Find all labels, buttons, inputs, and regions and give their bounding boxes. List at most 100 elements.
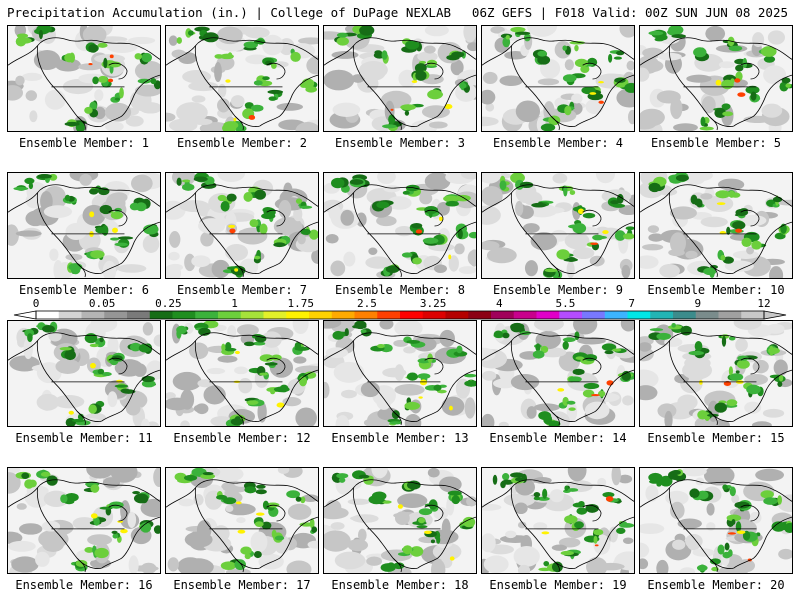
member-label: Ensemble Member: 2 [176,136,308,150]
member-label: Ensemble Member: 20 [647,578,785,592]
colorbar-swatch [422,311,446,319]
colorbar-tick-label: 12 [757,297,771,310]
member-label: Ensemble Member: 4 [492,136,624,150]
colorbar-swatch [513,311,537,319]
ensemble-map-panel [7,25,161,132]
colorbar [13,310,787,320]
colorbar-swatch [695,311,719,319]
member-label: Ensemble Member: 8 [334,283,466,297]
member-label: Ensemble Member: 9 [492,283,624,297]
member-label: Ensemble Member: 14 [489,431,627,445]
colorbar-swatch [104,311,128,319]
colorbar-swatch [604,311,628,319]
colorbar-swatch [195,311,219,319]
member-label: Ensemble Member: 7 [176,283,308,297]
ensemble-map-panel [323,25,477,132]
precip-map [640,26,792,131]
colorbar-swatch [309,311,333,319]
model-run-info: 06Z GEFS | F018 Valid: 00Z SUN JUN 08 20… [471,5,788,20]
ensemble-map-panel [639,467,793,574]
ensemble-map-panel [165,320,319,427]
colorbar-swatch [286,311,310,319]
page-title: Precipitation Accumulation (in.) | Colle… [7,5,452,20]
colorbar-swatch [331,311,355,319]
colorbar-swatch [263,311,287,319]
precip-map [8,468,160,573]
colorbar-tick-label: 7 [628,297,635,310]
precip-map [324,173,476,278]
colorbar-swatch [673,311,697,319]
member-label: Ensemble Member: 5 [650,136,782,150]
ensemble-map-panel [7,320,161,427]
ensemble-map-panel [165,25,319,132]
precip-map [324,321,476,426]
colorbar-swatch [536,311,560,319]
precip-map [8,26,160,131]
colorbar-tick-label: 2.5 [356,297,377,310]
colorbar-swatch [491,311,515,319]
colorbar-swatch [354,311,378,319]
colorbar-swatch [377,311,401,319]
ensemble-map-panel [639,320,793,427]
colorbar-swatch [559,311,583,319]
colorbar-tick-label: 1.75 [287,297,314,310]
ensemble-map-panel [7,172,161,279]
colorbar-swatch [240,311,264,319]
precip-map [482,26,634,131]
colorbar-swatch [218,311,242,319]
colorbar-swatch [582,311,606,319]
member-label: Ensemble Member: 17 [173,578,311,592]
precip-map [482,321,634,426]
member-label: Ensemble Member: 13 [331,431,469,445]
colorbar-swatch [445,311,469,319]
ensemble-map-panel [481,172,635,279]
precip-map [482,468,634,573]
colorbar-tick-label: 0 [32,297,40,310]
member-label: Ensemble Member: 19 [489,578,627,592]
member-label: Ensemble Member: 16 [15,578,153,592]
precip-map [640,468,792,573]
colorbar-right-arrow [763,310,787,320]
member-label: Ensemble Member: 18 [331,578,469,592]
colorbar-swatch [650,311,674,319]
colorbar-tick-label: 0.05 [88,297,116,310]
colorbar-tick-label: 0.25 [155,297,182,310]
colorbar-tick-label: 5.5 [555,297,576,310]
member-label: Ensemble Member: 6 [18,283,150,297]
ensemble-map-panel [323,172,477,279]
precip-map [640,321,792,426]
ensemble-map-panel [165,172,319,279]
ensemble-map-panel [481,320,635,427]
colorbar-swatch [149,311,173,319]
colorbar-swatch [627,311,651,319]
ensemble-map-panel [481,25,635,132]
member-label: Ensemble Member: 12 [173,431,311,445]
member-label: Ensemble Member: 10 [647,283,785,297]
precip-map [324,468,476,573]
precip-map [166,321,318,426]
precip-map [166,468,318,573]
precip-map [166,173,318,278]
colorbar-swatch [468,311,492,319]
ensemble-map-panel [481,467,635,574]
ensemble-map-panel [165,467,319,574]
colorbar-tick-label: 4 [495,297,503,310]
precip-map [640,173,792,278]
ensemble-map-panel [7,467,161,574]
colorbar-swatch [127,311,151,319]
member-label: Ensemble Member: 11 [15,431,153,445]
colorbar-swatch [400,311,424,319]
colorbar-tick-label: 1 [231,297,238,310]
colorbar-tick-label: 9 [694,297,702,310]
colorbar-swatch [741,311,765,319]
colorbar-swatch [718,311,742,319]
colorbar-tick-label: 3.25 [419,297,447,310]
ensemble-map-panel [323,320,477,427]
member-label: Ensemble Member: 15 [647,431,785,445]
precip-map [324,26,476,131]
precip-map [8,173,160,278]
colorbar-swatch [36,311,60,319]
precip-map [8,321,160,426]
precip-map [482,173,634,278]
colorbar-swatch [172,311,196,319]
